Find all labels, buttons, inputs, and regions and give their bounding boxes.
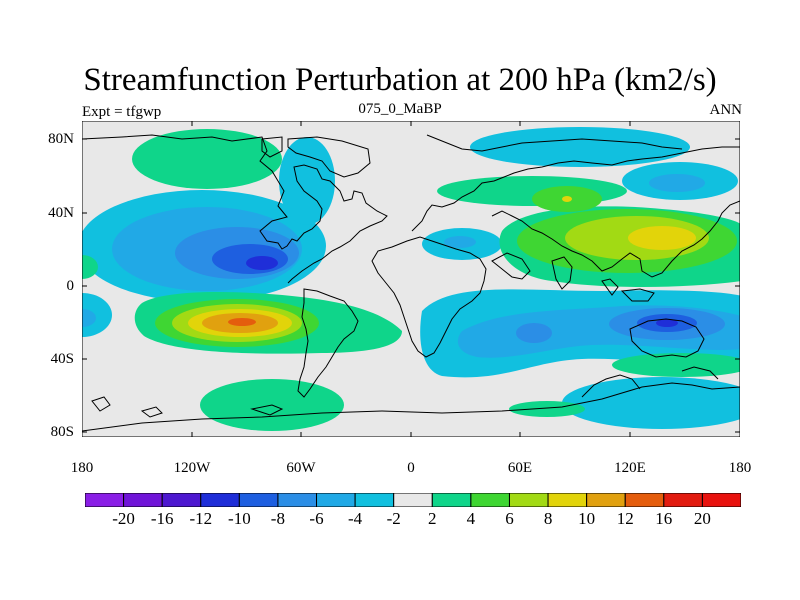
colorbar-box (701, 493, 741, 507)
colorbar-label: -10 (228, 509, 251, 528)
colorbar-label: 8 (543, 509, 553, 528)
colorbar-box (470, 493, 510, 507)
colorbar-box (431, 493, 472, 507)
colorbar-label: -12 (189, 509, 213, 528)
x-tick-label-60w: 60W (286, 460, 316, 476)
colorbar-label: 20 (693, 509, 711, 528)
contour-negative-antarctic (562, 377, 740, 429)
colorbar-label: -6 (309, 509, 324, 528)
colorbar-box (547, 493, 588, 507)
x-tick-label-180e: 180 (728, 460, 752, 476)
colorbar (85, 493, 741, 507)
colorbar-label: 6 (505, 509, 514, 528)
colorbar-box (354, 493, 395, 507)
colorbar-label: -8 (270, 509, 285, 528)
contour-positive-west-edge (82, 255, 98, 279)
colorbar-label: -4 (348, 509, 363, 528)
colorbar-box (277, 493, 318, 507)
y-tick-label-40s: 40S (50, 351, 74, 367)
tick-marks (82, 121, 740, 437)
x-tick-label-120w: 120W (173, 460, 211, 476)
experiment-label: Expt = tfgwp (82, 104, 162, 120)
contour-negative-west-edge (82, 293, 112, 337)
colorbar-box (238, 493, 279, 507)
colorbar-box (624, 493, 665, 507)
colorbar-box (161, 493, 202, 507)
contour-negative-arctic-eurasia (470, 127, 690, 167)
season-label: ANN (709, 102, 743, 118)
colorbar-box (316, 493, 356, 507)
coastlines (82, 134, 740, 432)
case-label: 075_0_MaBP (358, 101, 442, 117)
colorbar-box (393, 493, 433, 507)
colorbar-box (123, 493, 163, 507)
x-tick-label-120e: 120E (614, 460, 646, 476)
contour-positive-asia (499, 206, 740, 287)
colorbar-box (508, 493, 549, 507)
colorbar-label: 12 (616, 509, 634, 528)
colorbar-label: -20 (112, 509, 135, 528)
x-tick-label-0: 0 (407, 460, 415, 476)
colorbar-label: 4 (466, 509, 476, 528)
colorbar-box (663, 493, 703, 507)
map-plot (82, 121, 740, 437)
colorbar-label: -2 (386, 509, 401, 528)
y-tick-label-40n: 40N (48, 205, 74, 221)
colorbar-box (586, 493, 626, 507)
y-tick-label-80s: 80S (50, 424, 74, 440)
contour-negative-africa-north (422, 228, 502, 260)
colorbar-box (200, 493, 240, 507)
x-tick-label-60e: 60E (507, 460, 533, 476)
x-tick-label-180w: 180 (70, 460, 94, 476)
contour-positive-north-pacific-arctic (132, 129, 282, 189)
colorbar-box (85, 493, 125, 507)
contour-negative-north-pacific (622, 162, 738, 200)
map-title: Streamfunction Perturbation at 200 hPa (… (83, 62, 717, 98)
y-tick-label-80n: 80N (48, 131, 74, 147)
contour-positive-south-pacific (134, 291, 402, 354)
contour-negative-north-america (82, 190, 326, 302)
colorbar-label: 16 (655, 509, 673, 528)
y-tick-label-0: 0 (66, 278, 75, 294)
contour-positive-central-asia (437, 176, 627, 212)
colorbar-label: 2 (428, 509, 437, 528)
colorbar-label: -16 (150, 509, 174, 528)
contour-negative-greenland (279, 137, 335, 225)
colorbar-label: 10 (578, 509, 596, 528)
